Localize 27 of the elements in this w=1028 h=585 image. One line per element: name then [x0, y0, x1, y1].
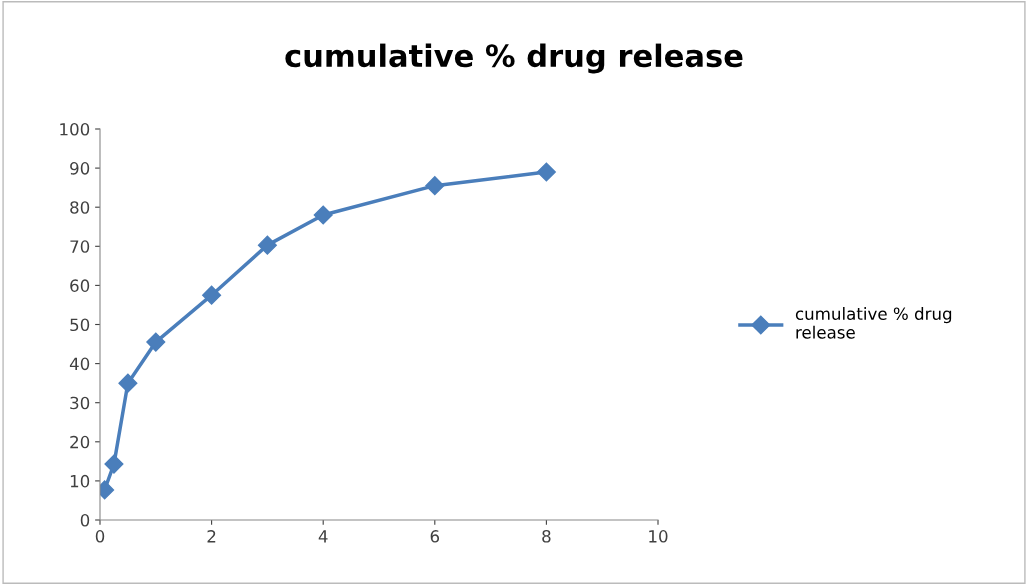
- y-tick-label: 60: [70, 279, 90, 292]
- point: [313, 205, 333, 225]
- x-tick-label: 6: [430, 530, 440, 543]
- point: [536, 162, 556, 182]
- point: [425, 176, 445, 196]
- y-tick-label: 0: [80, 513, 90, 527]
- legend-label: cumulative % drug release: [795, 307, 952, 339]
- y-tick-label: 20: [70, 435, 90, 449]
- y-tick-label: 10: [70, 474, 90, 488]
- y-tick-label: 80: [70, 201, 90, 214]
- point: [257, 235, 277, 255]
- y-tick-label: 90: [70, 162, 90, 175]
- y-tick-label: 30: [70, 396, 90, 410]
- point: [104, 454, 124, 474]
- point: [202, 285, 222, 305]
- x-tick-label: 2: [207, 530, 216, 543]
- y-tick-label: 70: [70, 240, 90, 253]
- x-tick-label: 0: [95, 530, 105, 543]
- point: [118, 373, 138, 393]
- x-tick-label: 4: [318, 530, 328, 543]
- chart-title: cumulative % drug release: [285, 43, 743, 74]
- x-tick-label: 8: [542, 530, 551, 543]
- point: [146, 332, 166, 352]
- y-tick-label: 50: [70, 318, 90, 332]
- y-tick-label: 40: [69, 357, 90, 371]
- x-tick-label: 10: [649, 530, 668, 543]
- y-tick-label: 100: [60, 122, 90, 136]
